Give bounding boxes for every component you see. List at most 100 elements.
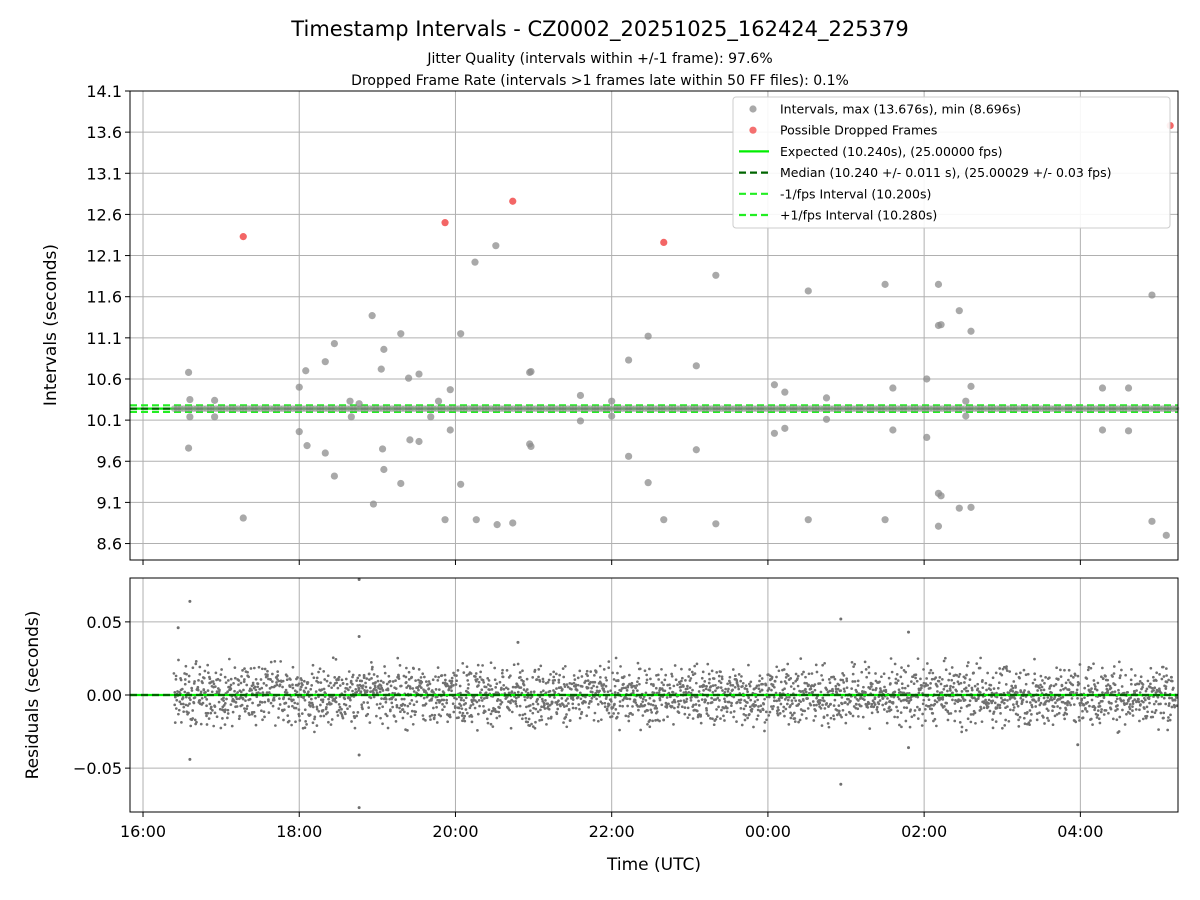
residual-point xyxy=(355,679,358,682)
interval-point xyxy=(770,429,779,437)
residual-point xyxy=(818,682,822,685)
residual-point xyxy=(604,684,608,688)
residual-point xyxy=(709,717,712,720)
residual-point xyxy=(1071,683,1075,687)
residual-point xyxy=(445,701,449,705)
residual-point xyxy=(673,698,676,702)
residual-point xyxy=(767,695,771,699)
residual-point xyxy=(267,711,271,714)
residual-point xyxy=(966,689,970,693)
residual-point xyxy=(322,687,326,691)
residual-point xyxy=(246,670,249,674)
residual-point xyxy=(365,677,369,680)
residual-point xyxy=(555,687,558,690)
residual-point xyxy=(673,664,677,667)
interval-point xyxy=(378,445,387,453)
residual-point xyxy=(976,682,980,686)
residual-point xyxy=(931,712,935,715)
residual-point xyxy=(670,672,673,676)
residual-point xyxy=(594,671,598,674)
residual-point xyxy=(686,684,689,688)
residual-point xyxy=(360,703,364,707)
residual-point xyxy=(523,712,527,716)
residual-point xyxy=(702,689,705,692)
residual-point xyxy=(1005,667,1008,670)
residual-point xyxy=(749,698,752,702)
residual-point xyxy=(1147,697,1151,701)
residual-point xyxy=(1030,713,1033,716)
residual-point xyxy=(385,714,389,718)
residual-point xyxy=(1133,674,1137,677)
residual-point xyxy=(950,666,954,669)
residual-point xyxy=(538,680,542,683)
residual-point xyxy=(1069,703,1072,707)
residual-point xyxy=(305,723,308,726)
residual-point xyxy=(571,702,575,706)
residual-point xyxy=(811,700,815,703)
residual-point xyxy=(851,680,855,683)
residual-point xyxy=(263,700,267,704)
residual-point xyxy=(820,724,824,727)
residual-point xyxy=(648,696,652,700)
residual-point xyxy=(501,668,504,672)
residual-point xyxy=(899,675,903,679)
residual-point xyxy=(525,688,529,691)
residual-point xyxy=(501,675,505,679)
residual-point xyxy=(708,677,711,681)
chart-title: Timestamp Intervals - CZ0002_20251025_16… xyxy=(290,17,908,42)
residual-point xyxy=(1165,680,1169,684)
residual-point xyxy=(390,701,394,705)
residual-point xyxy=(895,705,898,709)
residual-point xyxy=(543,703,546,707)
legend-label: +1/fps Interval (10.280s) xyxy=(780,208,937,223)
residual-point xyxy=(840,702,844,706)
residual-point xyxy=(1118,676,1122,680)
residual-point xyxy=(338,705,342,709)
residual-point xyxy=(590,697,594,700)
residual-point xyxy=(1061,700,1065,704)
residual-point xyxy=(756,714,760,718)
residual-point xyxy=(888,705,891,709)
interval-point xyxy=(625,452,633,460)
residual-point xyxy=(828,681,832,685)
residual-point xyxy=(229,687,233,691)
residual-point xyxy=(260,709,263,713)
residual-point xyxy=(1169,713,1172,717)
residuals-panel: 0.050.00−0.05 16:00 18:00 20:00 22:00 00:00 0… xyxy=(23,577,1179,875)
residual-point xyxy=(303,708,307,712)
residual-point xyxy=(1099,710,1103,714)
residual-point xyxy=(249,667,253,670)
residual-point xyxy=(1106,691,1110,695)
residual-point xyxy=(801,689,804,693)
residual-point xyxy=(978,666,982,670)
residual-point xyxy=(407,670,411,674)
residual-point xyxy=(786,698,790,702)
residual-point xyxy=(348,704,352,708)
residual-point xyxy=(856,679,860,683)
residual-point xyxy=(633,698,637,702)
residual-point xyxy=(791,681,795,685)
residual-point xyxy=(229,677,233,681)
residual-point xyxy=(958,709,962,713)
residual-point xyxy=(243,709,247,713)
legend-marker xyxy=(749,126,757,134)
interval-point xyxy=(955,504,963,512)
residual-point xyxy=(655,691,659,695)
residual-point xyxy=(311,703,315,707)
residual-point xyxy=(272,698,276,702)
residual-point xyxy=(348,685,352,689)
residual-point xyxy=(536,710,540,714)
residual-point xyxy=(624,686,628,690)
residual-point xyxy=(990,691,994,695)
residual-point xyxy=(916,657,920,661)
residual-point xyxy=(1089,689,1092,693)
residual-point xyxy=(274,724,277,727)
residual-point xyxy=(1073,673,1077,677)
residual-point xyxy=(855,703,858,706)
residual-point xyxy=(1085,677,1089,680)
residual-point xyxy=(1109,707,1113,711)
residual-point xyxy=(953,702,957,705)
residual-point xyxy=(941,698,945,701)
residual-point xyxy=(375,714,378,718)
residual-point xyxy=(514,702,518,706)
